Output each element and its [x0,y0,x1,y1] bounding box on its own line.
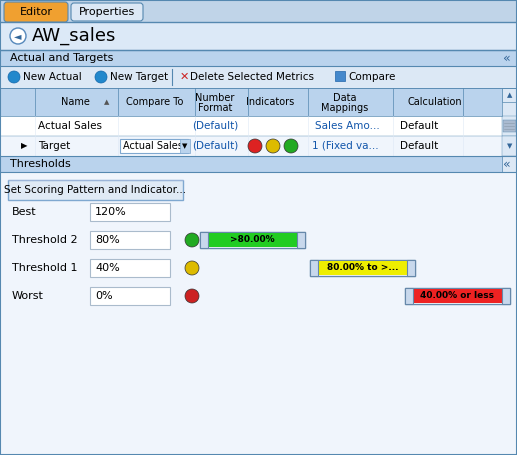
Text: (Default): (Default) [192,141,238,151]
Text: Delete Selected Metrics: Delete Selected Metrics [190,72,314,82]
Text: ▲: ▲ [104,99,110,105]
Text: Threshold 2: Threshold 2 [12,235,78,245]
Text: Indicators: Indicators [246,97,294,107]
Text: ▶: ▶ [21,142,27,151]
FancyBboxPatch shape [71,3,143,21]
Text: ▲: ▲ [507,92,513,98]
Text: 80%: 80% [95,235,120,245]
Bar [407,260,415,276]
Bar [90,259,170,277]
Text: Actual Sales: Actual Sales [123,141,183,151]
Circle shape [185,233,199,247]
Bar [0,172,517,455]
Text: 120%: 120% [95,207,127,217]
Bar [502,136,517,156]
Text: Threshold 1: Threshold 1 [12,263,78,273]
Bar [90,203,170,221]
Bar [310,260,415,276]
Bar [502,88,517,102]
Bar [8,180,183,200]
Text: Calculation: Calculation [408,97,462,107]
Text: Set Scoring Pattern and Indicator...: Set Scoring Pattern and Indicator... [4,185,186,195]
Bar [0,116,502,136]
Bar [405,288,413,304]
Text: ✕: ✕ [180,72,189,82]
Text: Worst: Worst [12,291,44,301]
Text: New Actual: New Actual [23,72,82,82]
Bar [503,120,516,132]
Circle shape [10,28,26,44]
Text: >80.00%: >80.00% [230,236,275,244]
Text: «: « [503,157,511,171]
Bar [335,71,345,81]
Bar [413,289,502,303]
Text: Editor: Editor [20,7,53,17]
FancyBboxPatch shape [4,2,68,22]
Text: Name: Name [60,97,89,107]
Circle shape [284,139,298,153]
Bar [120,139,188,153]
Text: Default: Default [400,121,438,131]
Bar [318,261,407,275]
Text: New Target: New Target [110,72,168,82]
Bar [310,260,318,276]
Text: 40%: 40% [95,263,120,273]
Bar [0,66,517,88]
Bar [0,0,517,22]
Text: Actual and Targets: Actual and Targets [10,53,113,63]
Text: 0%: 0% [95,291,113,301]
Bar [0,22,517,50]
Circle shape [266,139,280,153]
Text: Mappings: Mappings [322,103,369,113]
Text: Default: Default [400,141,438,151]
Bar [200,232,305,248]
Circle shape [185,261,199,275]
Text: (Default): (Default) [192,121,238,131]
Text: Actual Sales: Actual Sales [38,121,102,131]
Bar [0,50,517,66]
Bar [297,232,305,248]
Text: Target: Target [38,141,70,151]
Bar [90,231,170,249]
Text: Sales Amo...: Sales Amo... [315,121,380,131]
Text: 1 (Fixed va...: 1 (Fixed va... [312,141,378,151]
Bar [502,88,517,172]
Bar [180,139,190,153]
Circle shape [95,71,107,83]
Text: ▼: ▼ [507,143,513,149]
Bar [502,288,510,304]
Circle shape [185,289,199,303]
Text: ◄: ◄ [14,31,22,41]
Text: Compare To: Compare To [126,97,184,107]
Text: Best: Best [12,207,37,217]
Bar [0,136,502,156]
Bar [208,233,297,247]
Circle shape [8,71,20,83]
Text: AW_sales: AW_sales [32,27,116,45]
Text: Number: Number [195,93,235,103]
Text: ▼: ▼ [183,143,188,149]
Circle shape [248,139,262,153]
Text: Thresholds: Thresholds [10,159,71,169]
Bar [90,287,170,305]
Bar [200,232,208,248]
Text: «: « [503,51,511,65]
Bar [0,156,517,172]
Text: 80.00% to >...: 80.00% to >... [327,263,398,273]
Text: Format: Format [198,103,232,113]
Bar [502,116,517,136]
Text: 40.00% or less: 40.00% or less [420,292,494,300]
Text: Properties: Properties [79,7,135,17]
Bar [405,288,510,304]
Text: Data: Data [333,93,357,103]
Bar [0,88,502,116]
Text: Compare: Compare [348,72,396,82]
